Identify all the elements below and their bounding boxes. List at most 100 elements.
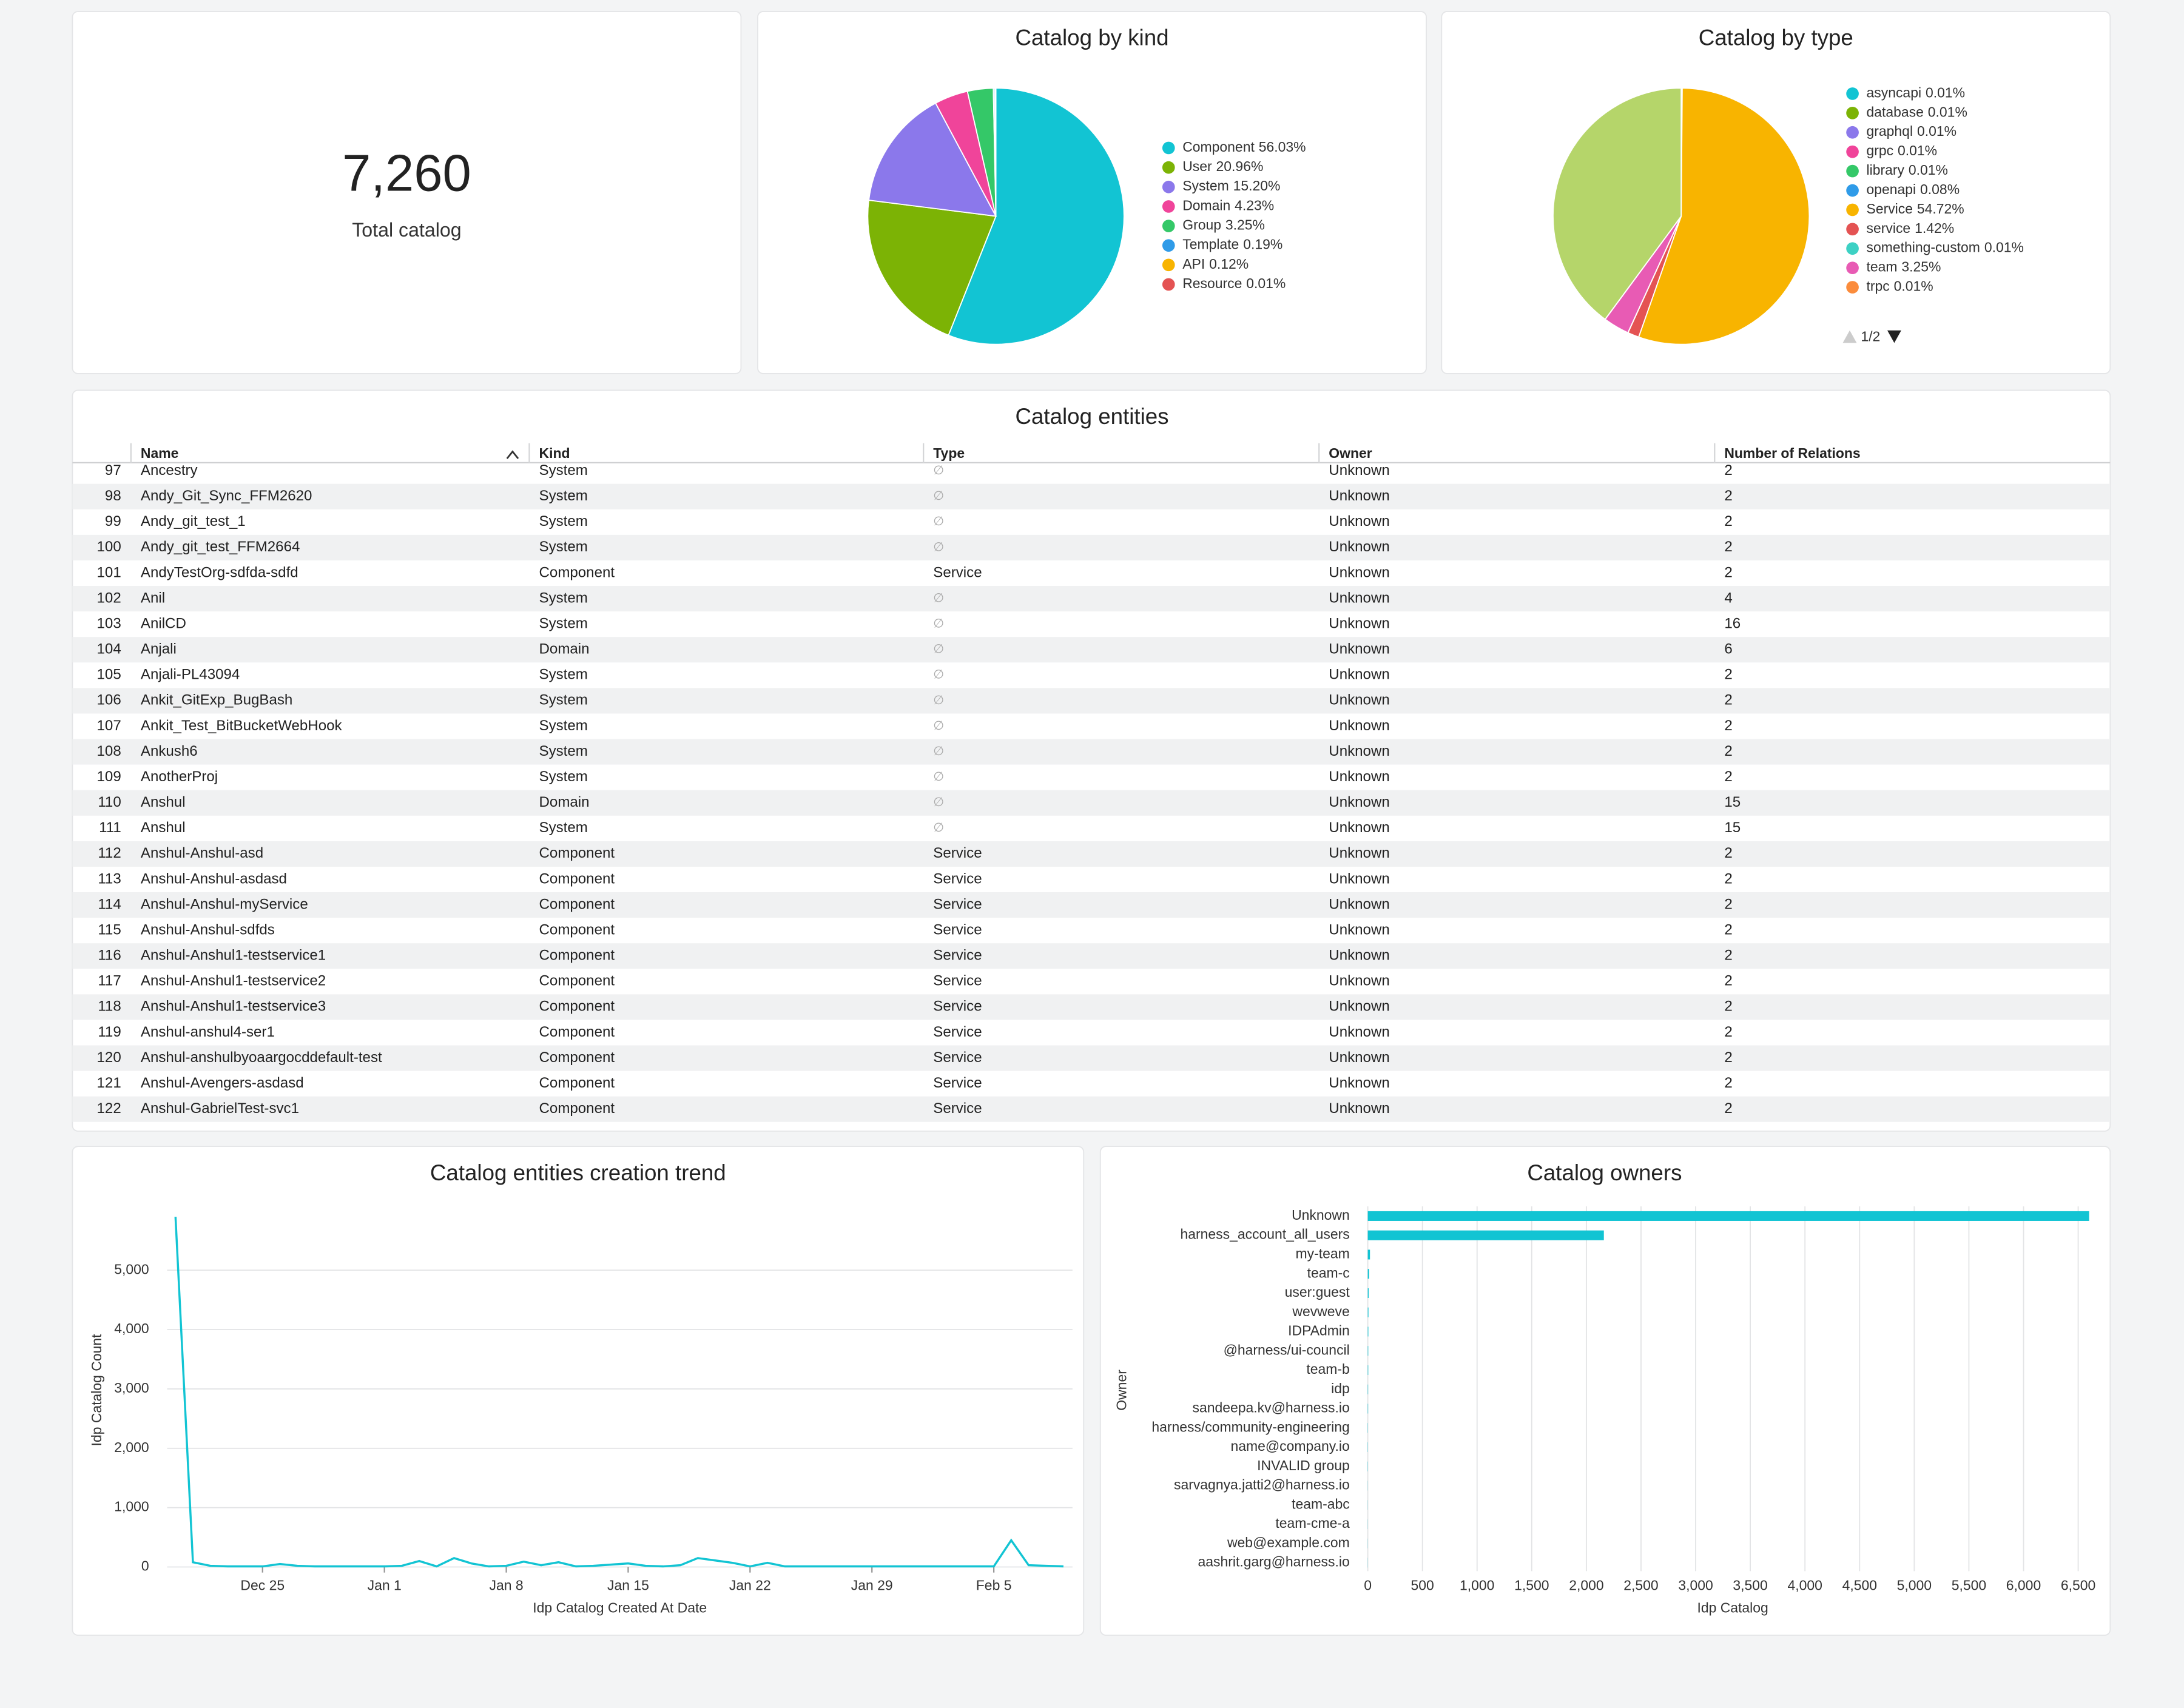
y-axis-title: Idp Catalog Count bbox=[89, 1334, 104, 1447]
row-stripe bbox=[72, 943, 2111, 969]
legend-swatch bbox=[1846, 261, 1859, 274]
table-cell: Unknown bbox=[1329, 845, 1389, 861]
table-cell: Service bbox=[933, 998, 982, 1015]
row-index: 102 bbox=[97, 590, 121, 606]
y-tick-label: 1,000 bbox=[114, 1499, 149, 1515]
row-index: 122 bbox=[97, 1100, 121, 1117]
legend-swatch bbox=[1162, 239, 1175, 252]
row-index: 100 bbox=[97, 539, 121, 555]
table-cell: Unknown bbox=[1329, 590, 1389, 606]
y-tick-label: 4,000 bbox=[114, 1320, 149, 1336]
table-cell: Unknown bbox=[1329, 794, 1389, 810]
row-index: 113 bbox=[98, 870, 121, 887]
table-cell: Service bbox=[933, 845, 982, 861]
table-cell: 2 bbox=[1724, 921, 1732, 938]
row-stripe bbox=[72, 1096, 2111, 1122]
table-cell: Unknown bbox=[1329, 1049, 1389, 1066]
table-cell: Unknown bbox=[1329, 973, 1389, 989]
y-tick-label: user:guest bbox=[1285, 1284, 1350, 1300]
table-cell: Anshul-Anshul-myService bbox=[141, 896, 308, 912]
table-cell: 15 bbox=[1724, 794, 1741, 810]
table-cell: System bbox=[539, 768, 588, 785]
x-tick-label: Jan 8 bbox=[490, 1578, 524, 1593]
table-cell: Unknown bbox=[1329, 488, 1389, 504]
table-cell: Unknown bbox=[1329, 768, 1389, 785]
table-cell: 2 bbox=[1724, 488, 1732, 504]
bar-card bbox=[1099, 1146, 2111, 1636]
pie-slice bbox=[948, 87, 1125, 345]
legend-name: User bbox=[1182, 158, 1212, 174]
row-index: 101 bbox=[97, 564, 121, 580]
pager-prev[interactable] bbox=[1842, 330, 1857, 343]
table-cell: 15 bbox=[1724, 819, 1741, 836]
table-cell: ∅ bbox=[933, 540, 944, 554]
sort-icon[interactable] bbox=[506, 450, 519, 459]
row-index: 97 bbox=[105, 462, 121, 479]
pager-next[interactable] bbox=[1887, 330, 1901, 343]
legend-name: team bbox=[1867, 259, 1898, 275]
table-cell: 2 bbox=[1724, 743, 1732, 759]
legend-value: 0.19% bbox=[1243, 237, 1282, 252]
legend-entry: Resource 0.01% bbox=[1182, 275, 1286, 291]
y-tick-label: 5,000 bbox=[114, 1261, 149, 1277]
row-index: 112 bbox=[98, 845, 121, 861]
legend-swatch bbox=[1162, 258, 1175, 272]
line-card bbox=[72, 1146, 1085, 1636]
table-cell: Anshul-Anshul1-testservice3 bbox=[141, 998, 326, 1015]
table-cell: Unknown bbox=[1329, 743, 1389, 759]
table-cell: ∅ bbox=[933, 463, 944, 477]
pager-label: 1/2 bbox=[1861, 328, 1880, 344]
y-tick-label: wevweve bbox=[1292, 1303, 1349, 1319]
column-header: Owner bbox=[1329, 445, 1372, 461]
y-tick-label: harness_account_all_users bbox=[1180, 1226, 1349, 1242]
table-cell: Anshul-Anshul-asdasd bbox=[141, 870, 287, 887]
table-cell: 6 bbox=[1724, 641, 1732, 657]
table-cell: Component bbox=[539, 998, 615, 1015]
table-cell: Domain bbox=[539, 794, 590, 810]
table-cell: 2 bbox=[1724, 1049, 1732, 1066]
table-cell: Unknown bbox=[1329, 998, 1389, 1015]
table-cell: Unknown bbox=[1329, 1024, 1389, 1040]
row-index: 115 bbox=[98, 921, 121, 938]
bar bbox=[1367, 1384, 1369, 1394]
legend-value: 0.08% bbox=[1920, 181, 1960, 197]
table-cell: Component bbox=[539, 870, 615, 887]
table-cell: Anil bbox=[141, 590, 165, 606]
y-tick-label: idp bbox=[1331, 1380, 1350, 1396]
table-cell: ∅ bbox=[933, 489, 944, 503]
legend-swatch bbox=[1846, 223, 1859, 236]
table-cell: Unknown bbox=[1329, 615, 1389, 631]
y-tick-label: team-c bbox=[1307, 1265, 1350, 1280]
column-header: Kind bbox=[539, 445, 570, 461]
legend-entry: service 1.42% bbox=[1867, 220, 1955, 236]
row-index: 118 bbox=[98, 998, 121, 1015]
row-index: 105 bbox=[97, 667, 121, 683]
legend-value: 0.01% bbox=[1984, 240, 2024, 255]
row-index: 110 bbox=[98, 794, 121, 810]
legend-value: 4.23% bbox=[1235, 197, 1274, 213]
bar bbox=[1367, 1307, 1369, 1317]
legend-swatch bbox=[1846, 145, 1859, 158]
legend-name: graphql bbox=[1867, 123, 1913, 139]
legend-entry: Domain 4.23% bbox=[1182, 197, 1274, 213]
legend-value: 0.01% bbox=[1894, 278, 1933, 294]
table-cell: System bbox=[539, 590, 588, 606]
legend-value: 0.12% bbox=[1209, 256, 1249, 272]
table-cell: AndyTestOrg-sdfda-sdfd bbox=[141, 564, 298, 580]
table-cell: 2 bbox=[1724, 1024, 1732, 1040]
legend-value: 54.72% bbox=[1917, 201, 1964, 217]
x-tick-label: 4,000 bbox=[1787, 1578, 1822, 1593]
kpi-label: Total catalog bbox=[352, 219, 461, 241]
y-tick-label: harness/community-engineering bbox=[1151, 1419, 1349, 1434]
legend-entry: something-custom 0.01% bbox=[1867, 240, 2024, 255]
table-cell: Anshul-GabrielTest-svc1 bbox=[141, 1100, 299, 1117]
legend-value: 15.20% bbox=[1233, 178, 1281, 193]
table-cell: Domain bbox=[539, 641, 590, 657]
y-tick-label: 0 bbox=[141, 1558, 149, 1574]
table-cell: Unknown bbox=[1329, 1100, 1389, 1117]
table-cell: Component bbox=[539, 921, 615, 938]
y-axis-title: Owner bbox=[1114, 1370, 1130, 1411]
legend-swatch bbox=[1846, 107, 1859, 119]
legend-value: 3.25% bbox=[1225, 217, 1265, 233]
table-cell: Unknown bbox=[1329, 641, 1389, 657]
